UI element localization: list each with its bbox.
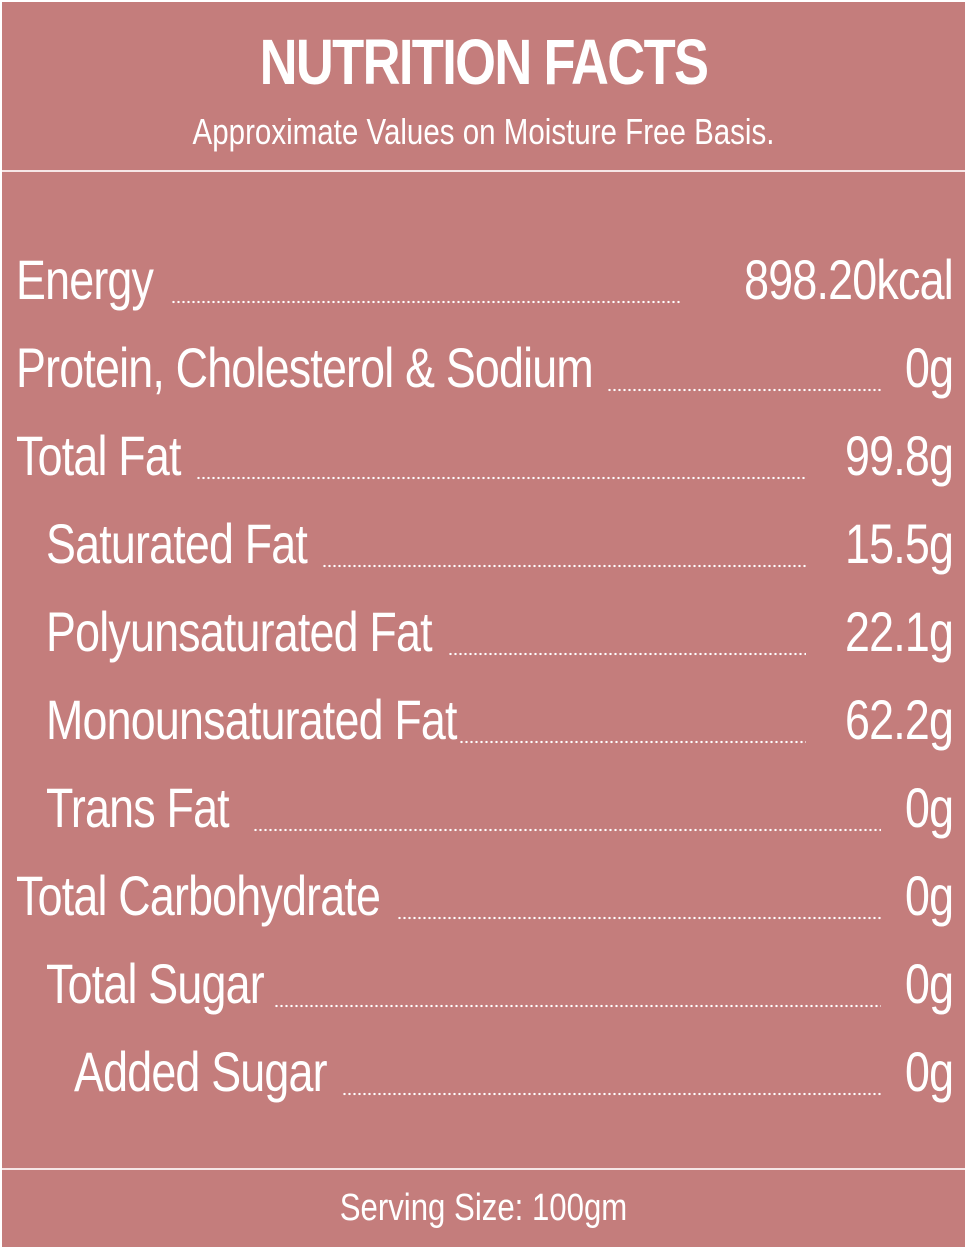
dotted-leader xyxy=(341,1082,881,1096)
nutrient-value: 99.8g xyxy=(844,424,954,487)
nutrient-label: Total Fat xyxy=(16,424,181,487)
nutrition-footer: Serving Size: 100gm xyxy=(2,1168,965,1247)
nutrient-value: 0g xyxy=(904,864,954,927)
dotted-leader xyxy=(459,730,806,744)
nutrition-header: NUTRITION FACTS Approximate Values on Mo… xyxy=(2,2,965,172)
dotted-leader xyxy=(448,642,806,656)
nutrient-value: 15.5g xyxy=(844,512,954,575)
nutrient-value: 0g xyxy=(904,952,954,1015)
nutrient-row-total-carbohydrate: Total Carbohydrate 0g xyxy=(16,848,954,928)
dotted-leader xyxy=(274,994,881,1008)
nutrient-label: Added Sugar xyxy=(74,1040,328,1103)
nutrient-value: 62.2g xyxy=(844,688,954,751)
nutrient-row-total-fat: Total Fat 99.8g xyxy=(16,408,954,488)
nutrient-row-saturated-fat: Saturated Fat 15.5g xyxy=(46,496,954,576)
nutrient-label: Saturated Fat xyxy=(46,512,308,575)
nutrient-row-polyunsaturated-fat: Polyunsaturated Fat 22.1g xyxy=(46,584,954,664)
nutrient-label: Total Sugar xyxy=(46,952,265,1015)
dotted-leader xyxy=(607,378,881,392)
nutrient-label: Trans Fat xyxy=(46,776,230,839)
nutrient-row-protein: Protein, Cholesterol & Sodium 0g xyxy=(16,320,954,400)
dotted-leader xyxy=(397,906,881,920)
nutrient-value: 898.20kcal xyxy=(744,248,953,311)
dotted-leader xyxy=(252,818,881,832)
dotted-leader xyxy=(195,466,806,480)
nutrient-row-trans-fat: Trans Fat 0g xyxy=(46,760,954,840)
page-title: NUTRITION FACTS xyxy=(259,26,709,98)
nutrient-value: 22.1g xyxy=(844,600,954,663)
nutrient-label: Total Carbohydrate xyxy=(16,864,381,927)
nutrient-label: Monounsaturated Fat xyxy=(46,688,457,751)
nutrient-value: 0g xyxy=(904,336,954,399)
nutrient-row-energy: Energy 898.20kcal xyxy=(16,232,954,312)
nutrient-label: Energy xyxy=(16,248,154,311)
nutrient-row-total-sugar: Total Sugar 0g xyxy=(46,936,954,1016)
nutrient-row-added-sugar: Added Sugar 0g xyxy=(74,1024,954,1104)
nutrient-value: 0g xyxy=(904,1040,954,1103)
dotted-leader xyxy=(322,554,806,568)
dotted-leader xyxy=(171,290,681,304)
serving-size: Serving Size: 100gm xyxy=(339,1187,628,1229)
nutrient-label: Protein, Cholesterol & Sodium xyxy=(16,336,594,399)
nutrient-value: 0g xyxy=(904,776,954,839)
nutrient-row-monounsaturated-fat: Monounsaturated Fat 62.2g xyxy=(46,672,954,752)
nutrient-label: Polyunsaturated Fat xyxy=(46,600,433,663)
subtitle: Approximate Values on Moisture Free Basi… xyxy=(192,111,775,152)
